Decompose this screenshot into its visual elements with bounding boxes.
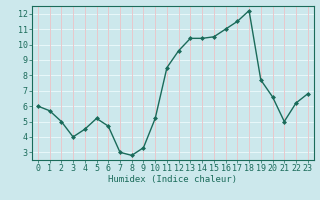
X-axis label: Humidex (Indice chaleur): Humidex (Indice chaleur): [108, 175, 237, 184]
